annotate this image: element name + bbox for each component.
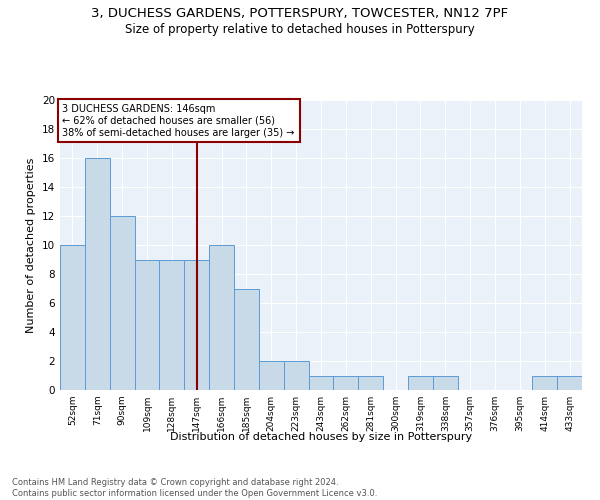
- Text: 3, DUCHESS GARDENS, POTTERSPURY, TOWCESTER, NN12 7PF: 3, DUCHESS GARDENS, POTTERSPURY, TOWCEST…: [91, 8, 509, 20]
- Bar: [85, 158, 110, 390]
- Text: Size of property relative to detached houses in Potterspury: Size of property relative to detached ho…: [125, 22, 475, 36]
- Bar: [284, 361, 308, 390]
- Bar: [433, 376, 458, 390]
- Bar: [557, 376, 582, 390]
- Bar: [209, 245, 234, 390]
- Text: Contains HM Land Registry data © Crown copyright and database right 2024.
Contai: Contains HM Land Registry data © Crown c…: [12, 478, 377, 498]
- Bar: [408, 376, 433, 390]
- Bar: [60, 245, 85, 390]
- Bar: [334, 376, 358, 390]
- Bar: [160, 260, 184, 390]
- Bar: [259, 361, 284, 390]
- Bar: [358, 376, 383, 390]
- Y-axis label: Number of detached properties: Number of detached properties: [26, 158, 37, 332]
- Bar: [532, 376, 557, 390]
- Text: Distribution of detached houses by size in Potterspury: Distribution of detached houses by size …: [170, 432, 472, 442]
- Text: 3 DUCHESS GARDENS: 146sqm
← 62% of detached houses are smaller (56)
38% of semi-: 3 DUCHESS GARDENS: 146sqm ← 62% of detac…: [62, 104, 295, 138]
- Bar: [184, 260, 209, 390]
- Bar: [110, 216, 134, 390]
- Bar: [234, 288, 259, 390]
- Bar: [134, 260, 160, 390]
- Bar: [308, 376, 334, 390]
